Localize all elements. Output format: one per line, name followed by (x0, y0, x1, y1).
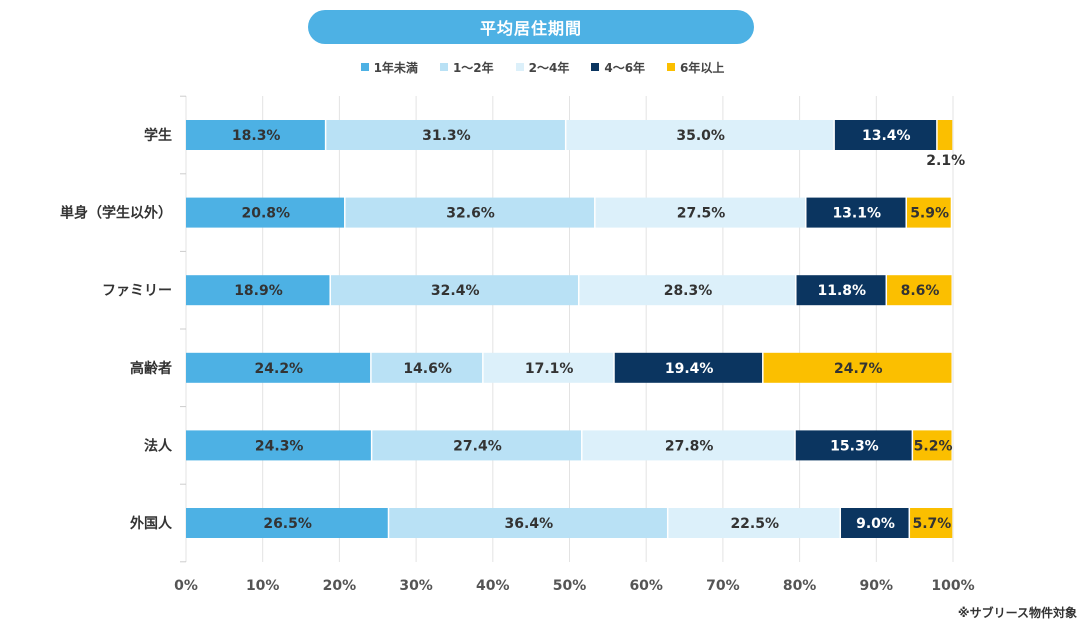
bar-segment (186, 120, 325, 150)
legend: 1年未満 1～2年 2～4年 4～6年 6年以上 (0, 58, 1085, 76)
x-tick-label: 90% (860, 578, 894, 594)
x-tick-label: 100% (931, 578, 974, 594)
data-label: 13.1% (832, 206, 881, 222)
legend-label: 1年未満 (373, 60, 418, 75)
legend-label: 2～4年 (528, 60, 570, 75)
bar-segment (763, 352, 952, 383)
category-label: 外国人 (130, 515, 173, 532)
data-label: 5.2% (914, 438, 953, 454)
category-label: 高齢者 (130, 360, 172, 377)
data-label: 19.4% (665, 361, 714, 377)
data-label: 18.3% (232, 128, 281, 144)
bar-segment (887, 275, 952, 306)
x-tick-label: 20% (323, 578, 357, 594)
bar-segment (937, 120, 953, 150)
data-label: 14.6% (403, 361, 452, 377)
bar-segment (806, 197, 906, 228)
bar-segment (186, 352, 371, 383)
legend-swatch (591, 63, 600, 71)
x-tick-label: 50% (553, 578, 587, 594)
data-label: 5.7% (912, 516, 951, 532)
x-tick-label: 0% (174, 578, 198, 594)
data-label: 9.0% (856, 516, 895, 532)
legend-label: 4～6年 (604, 60, 646, 75)
bar-segment (614, 352, 763, 383)
data-label: 8.6% (901, 283, 940, 299)
bar-segment (595, 197, 806, 228)
x-tick-label: 40% (476, 578, 510, 594)
data-label: 18.9% (234, 283, 283, 299)
data-label: 32.6% (446, 206, 495, 222)
data-label: 15.3% (830, 438, 879, 454)
legend-item: 4～6年 (591, 59, 645, 76)
x-tick-label: 30% (399, 578, 433, 594)
bar-segment (330, 275, 578, 306)
data-label: 27.5% (677, 206, 726, 222)
bar-segment (913, 430, 952, 461)
x-tick-label: 70% (706, 578, 740, 594)
bar-segment (841, 508, 909, 538)
bar-segment (796, 275, 886, 306)
bar-segment (795, 430, 912, 461)
x-tick-label: 60% (629, 578, 663, 594)
data-label: 31.3% (422, 128, 471, 144)
bar-segment (186, 197, 345, 228)
data-label: 24.7% (834, 361, 883, 377)
bar-segment (579, 275, 796, 306)
data-label: 11.8% (817, 283, 866, 299)
category-label: 法人 (144, 437, 173, 454)
bar-segment (186, 430, 371, 461)
bar-segment (372, 430, 582, 461)
legend-item: 2～4年 (515, 59, 570, 76)
footnote: ※サブリース物件対象 (957, 606, 1077, 620)
data-label: 13.4% (862, 128, 911, 144)
bar-segment (371, 352, 483, 383)
bar-segment (186, 508, 388, 538)
data-label: 24.2% (255, 361, 304, 377)
data-label: 27.4% (453, 438, 502, 454)
bar-segment (389, 508, 667, 538)
legend-swatch (667, 63, 676, 71)
data-label: 27.8% (665, 438, 714, 454)
data-label: 24.3% (255, 438, 304, 454)
category-label: ファミリー (102, 283, 172, 299)
x-tick-label: 10% (246, 578, 280, 594)
bar-segment (906, 197, 951, 228)
data-label: 17.1% (525, 361, 574, 377)
bar-segment (910, 508, 953, 538)
legend-swatch (439, 63, 448, 71)
legend-swatch (515, 63, 524, 71)
data-label: 32.4% (431, 283, 480, 299)
data-label: 22.5% (730, 516, 779, 532)
bar-segment (834, 120, 937, 150)
data-label: 20.8% (241, 206, 290, 222)
data-label: 26.5% (263, 516, 312, 532)
legend-item: 1～2年 (439, 59, 494, 76)
x-tick-label: 80% (783, 578, 817, 594)
data-label: 35.0% (676, 128, 725, 144)
data-label: 28.3% (664, 283, 713, 299)
legend-item: 6年以上 (667, 59, 724, 76)
chart-title: 平均居住期間 (308, 10, 754, 44)
data-label: 2.1% (926, 153, 965, 169)
bar-segment (186, 275, 330, 306)
legend-label: 1～2年 (452, 60, 494, 75)
bar-segment (326, 120, 565, 150)
bar-segment (483, 352, 614, 383)
bar-segment (345, 197, 595, 228)
category-label: 学生 (144, 127, 172, 144)
category-label: 単身（学生以外） (60, 205, 172, 222)
bar-segment (668, 508, 840, 538)
bar-segment (582, 430, 795, 461)
legend-item: 1年未満 (360, 59, 418, 76)
legend-label: 6年以上 (680, 60, 725, 75)
legend-swatch (360, 63, 369, 71)
data-label: 5.9% (910, 206, 949, 222)
data-label: 36.4% (505, 516, 554, 532)
bar-segment (566, 120, 834, 150)
